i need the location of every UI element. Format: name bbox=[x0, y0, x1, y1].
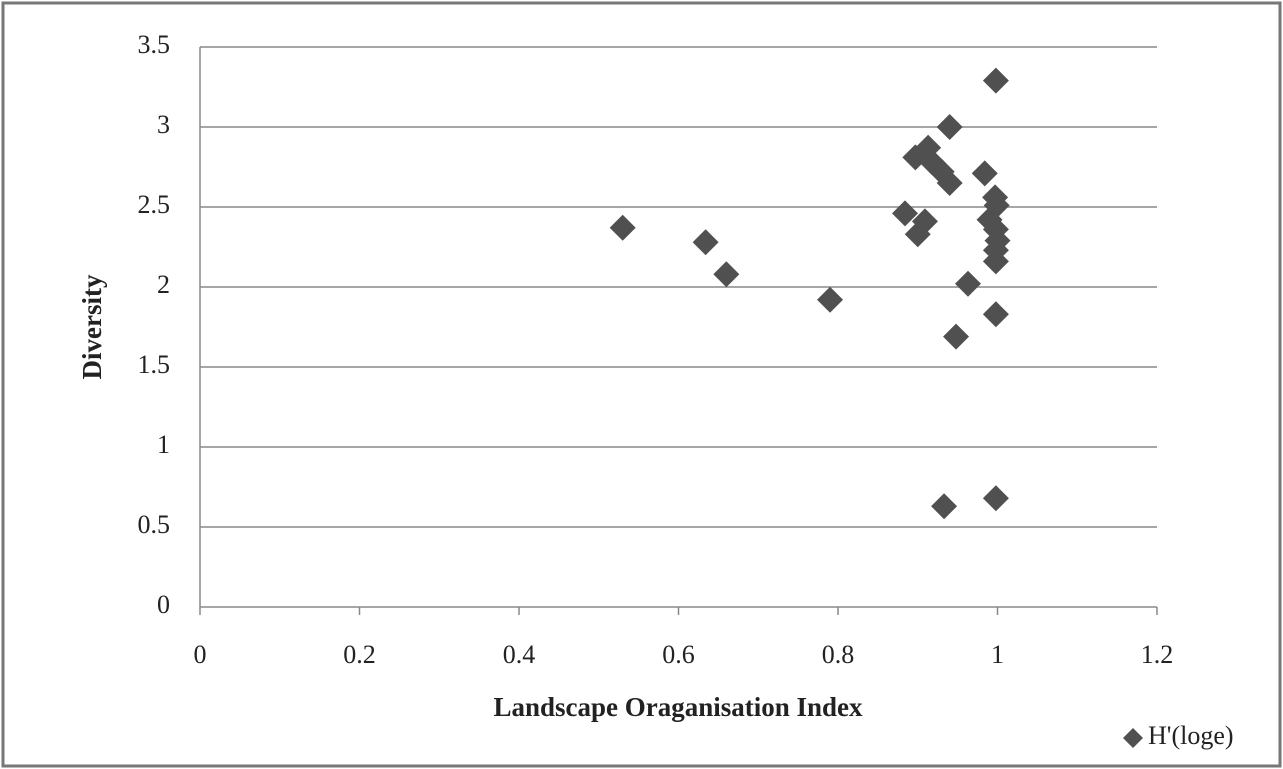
point bbox=[891, 200, 918, 227]
y-axis-title: Diversity bbox=[77, 274, 107, 379]
point bbox=[943, 323, 970, 350]
legend-marker bbox=[1123, 728, 1143, 748]
y-tick-label: 2 bbox=[157, 270, 170, 299]
y-tick-label: 1 bbox=[157, 430, 170, 459]
point bbox=[982, 301, 1009, 328]
point bbox=[904, 221, 931, 248]
point bbox=[971, 160, 998, 187]
x-tick-label: 0 bbox=[194, 640, 207, 669]
point bbox=[713, 261, 740, 288]
point bbox=[982, 485, 1009, 512]
point bbox=[692, 229, 719, 256]
y-tick-label: 3.5 bbox=[138, 30, 171, 59]
point bbox=[609, 214, 636, 241]
x-tick-label: 0.6 bbox=[662, 640, 695, 669]
x-tick-label: 0.8 bbox=[822, 640, 855, 669]
x-tick-label: 1.2 bbox=[1141, 640, 1174, 669]
y-tick-label: 2.5 bbox=[138, 190, 171, 219]
point bbox=[982, 67, 1009, 94]
x-tick-label: 0.2 bbox=[343, 640, 376, 669]
y-tick-label: 0.5 bbox=[138, 510, 171, 539]
point bbox=[936, 170, 963, 196]
y-tick-label: 1.5 bbox=[138, 350, 171, 379]
x-axis-title: Landscape Oraganisation Index bbox=[493, 692, 863, 722]
point bbox=[982, 248, 1009, 275]
point bbox=[936, 114, 963, 140]
point bbox=[931, 493, 958, 520]
x-tick-label: 0.4 bbox=[503, 640, 536, 669]
point bbox=[954, 270, 981, 297]
y-tick-label: 0 bbox=[157, 590, 170, 619]
legend-label: H'(loge) bbox=[1148, 721, 1234, 750]
y-tick-label: 3 bbox=[157, 110, 170, 139]
x-tick-label: 1 bbox=[991, 640, 1004, 669]
point bbox=[817, 286, 844, 313]
